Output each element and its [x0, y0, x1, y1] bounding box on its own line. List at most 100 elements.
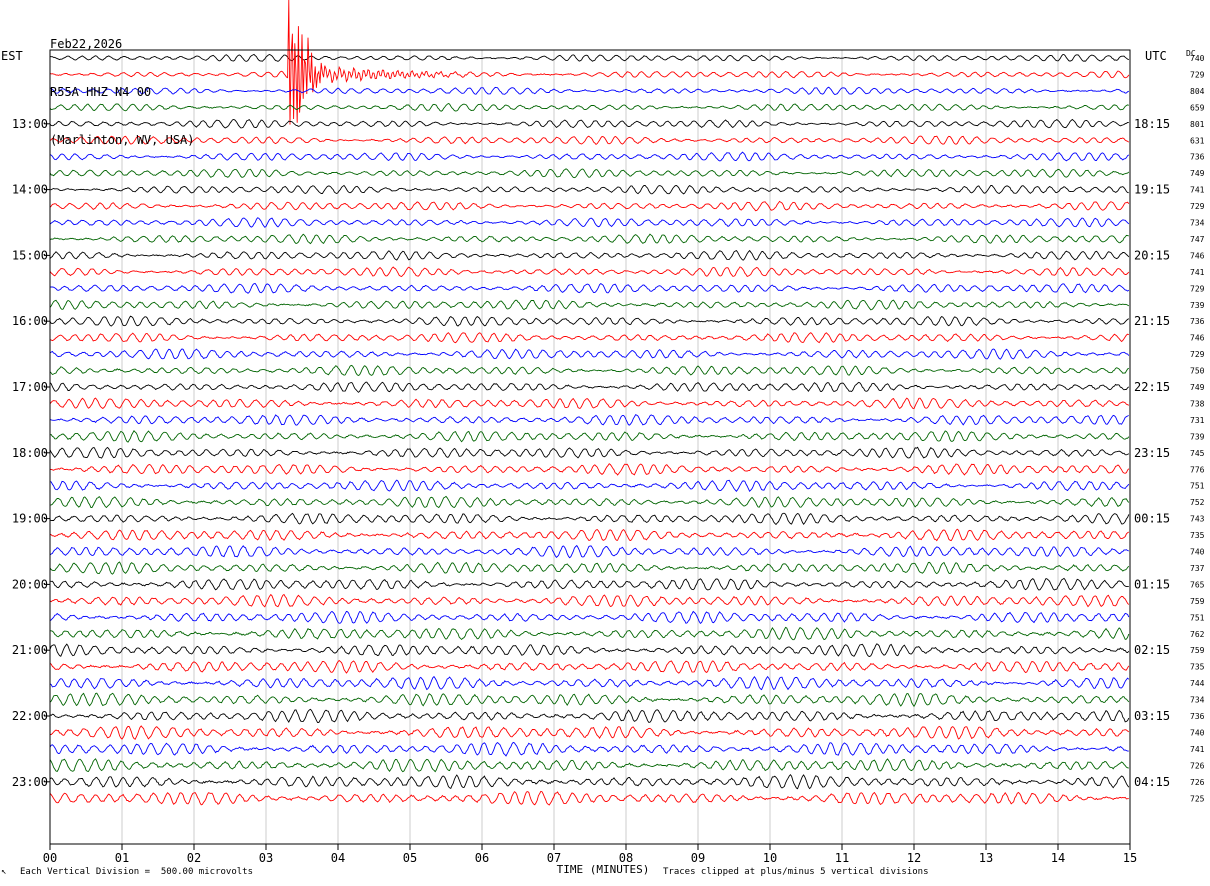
dc-offset-label: 751 [1190, 613, 1205, 622]
dc-offset-label: 741 [1190, 268, 1205, 277]
right-time-label: 00:15 [1134, 512, 1170, 526]
right-time-label: 19:15 [1134, 183, 1170, 197]
right-time-label: 03:15 [1134, 709, 1170, 723]
right-time-label: 02:15 [1134, 643, 1170, 657]
x-tick-label: 07 [547, 851, 561, 865]
left-time-label: 19:00 [12, 512, 48, 526]
x-tick-label: 02 [187, 851, 201, 865]
trace-line [49, 86, 1130, 95]
clip-note: Traces clipped at plus/minus 5 vertical … [663, 867, 929, 877]
dc-offset-label: 734 [1190, 696, 1205, 705]
trace-line [49, 200, 1130, 212]
trace-line [49, 332, 1129, 344]
trace-line [49, 463, 1130, 476]
trace-line [49, 364, 1130, 377]
dc-offset-label: 744 [1190, 679, 1205, 688]
dc-offset-label: 737 [1190, 564, 1205, 573]
dc-offset-label: 776 [1190, 465, 1205, 474]
right-timezone-label: UTC [1145, 49, 1167, 63]
trace-line [49, 577, 1129, 591]
dc-offset-label: 738 [1190, 399, 1205, 408]
trace-line [49, 217, 1130, 228]
dc-offset-label: 759 [1190, 646, 1205, 655]
trace-line [49, 708, 1130, 724]
dc-offset-label: 801 [1190, 120, 1205, 129]
dc-offset-label: 735 [1190, 531, 1205, 540]
chart-header: Feb22,2026 R55A HHZ N4 00 (Marlinton, WV… [50, 4, 195, 164]
dc-column-label: DC [1186, 49, 1196, 58]
dc-offset-label: 740 [1190, 728, 1205, 737]
dc-offset-label: 729 [1190, 70, 1205, 79]
trace-line [49, 741, 1129, 757]
trace-line [49, 266, 1130, 278]
header-location: (Marlinton, WV, USA) [50, 133, 195, 147]
trace-line [49, 593, 1130, 608]
right-time-label: 21:15 [1134, 314, 1170, 328]
dc-offset-label: 725 [1190, 794, 1205, 803]
trace-line [49, 692, 1130, 708]
dc-offset-label: 741 [1190, 186, 1205, 195]
dc-offset-label: 736 [1190, 153, 1205, 162]
dc-offset-label: 736 [1190, 317, 1205, 326]
dc-offset-label: 726 [1190, 778, 1205, 787]
trace-line [49, 790, 1129, 806]
dc-offset-label: 750 [1190, 367, 1205, 376]
trace-line [49, 299, 1130, 311]
x-axis-label: TIME (MINUTES) [557, 863, 650, 876]
trace-line [49, 659, 1130, 674]
dc-offset-label: 747 [1190, 235, 1205, 244]
dc-offset-label: 746 [1190, 334, 1205, 343]
trace-line [49, 249, 1130, 261]
header-date: Feb22,2026 [50, 37, 123, 51]
dc-offset-label: 739 [1190, 301, 1205, 310]
trace-line [50, 626, 1130, 641]
dc-offset-label: 743 [1190, 515, 1205, 524]
trace-line [49, 53, 1130, 62]
right-time-label: 20:15 [1134, 248, 1170, 262]
x-tick-label: 13 [979, 851, 993, 865]
dc-offset-label: 746 [1190, 251, 1205, 260]
dc-offset-label: 729 [1190, 202, 1205, 211]
trace-line [49, 561, 1130, 575]
dc-offset-label: 740 [1190, 548, 1205, 557]
trace-line [49, 446, 1130, 459]
left-time-label: 22:00 [12, 709, 48, 723]
trace-line [49, 118, 1129, 129]
trace-line [49, 184, 1129, 195]
trace-line [49, 512, 1130, 526]
left-timezone-label: EST [1, 49, 23, 63]
trace-line [49, 773, 1130, 790]
dc-offset-label: 659 [1190, 103, 1205, 112]
dc-offset-label: 804 [1190, 87, 1205, 96]
right-time-label: 22:15 [1134, 380, 1170, 394]
left-time-label: 14:00 [12, 183, 48, 197]
dc-offset-label: 631 [1190, 136, 1205, 145]
right-time-label: 01:15 [1134, 577, 1170, 591]
dc-offset-label: 749 [1190, 169, 1205, 178]
trace-line [49, 0, 1130, 125]
x-tick-label: 04 [331, 851, 345, 865]
trace-line [49, 430, 1130, 443]
right-time-label: 18:15 [1134, 117, 1170, 131]
trace-line [49, 168, 1130, 179]
dc-offset-label: 759 [1190, 597, 1205, 606]
dc-offset-label: 752 [1190, 498, 1205, 507]
trace-line [49, 414, 1129, 426]
trace-line [50, 725, 1130, 740]
header-station: R55A HHZ N4 00 [50, 85, 152, 99]
trace-line [49, 102, 1129, 112]
right-time-labels: 18:15 19:15 20:15 21:15 22:15 23:15 00:15 01:15… [1134, 117, 1170, 789]
trace-line [49, 397, 1130, 410]
x-tick-label: 03 [259, 851, 273, 865]
left-time-label: 23:00 [12, 775, 48, 789]
trace-line [49, 495, 1130, 509]
left-time-label: 17:00 [12, 380, 48, 394]
x-tick-label: 10 [763, 851, 777, 865]
left-time-label: 21:00 [12, 643, 48, 657]
dc-offset-label: 749 [1190, 383, 1205, 392]
left-time-label: 18:00 [12, 446, 48, 460]
trace-line [49, 315, 1130, 327]
trace-line [49, 151, 1130, 162]
x-tick-label: 08 [619, 851, 633, 865]
